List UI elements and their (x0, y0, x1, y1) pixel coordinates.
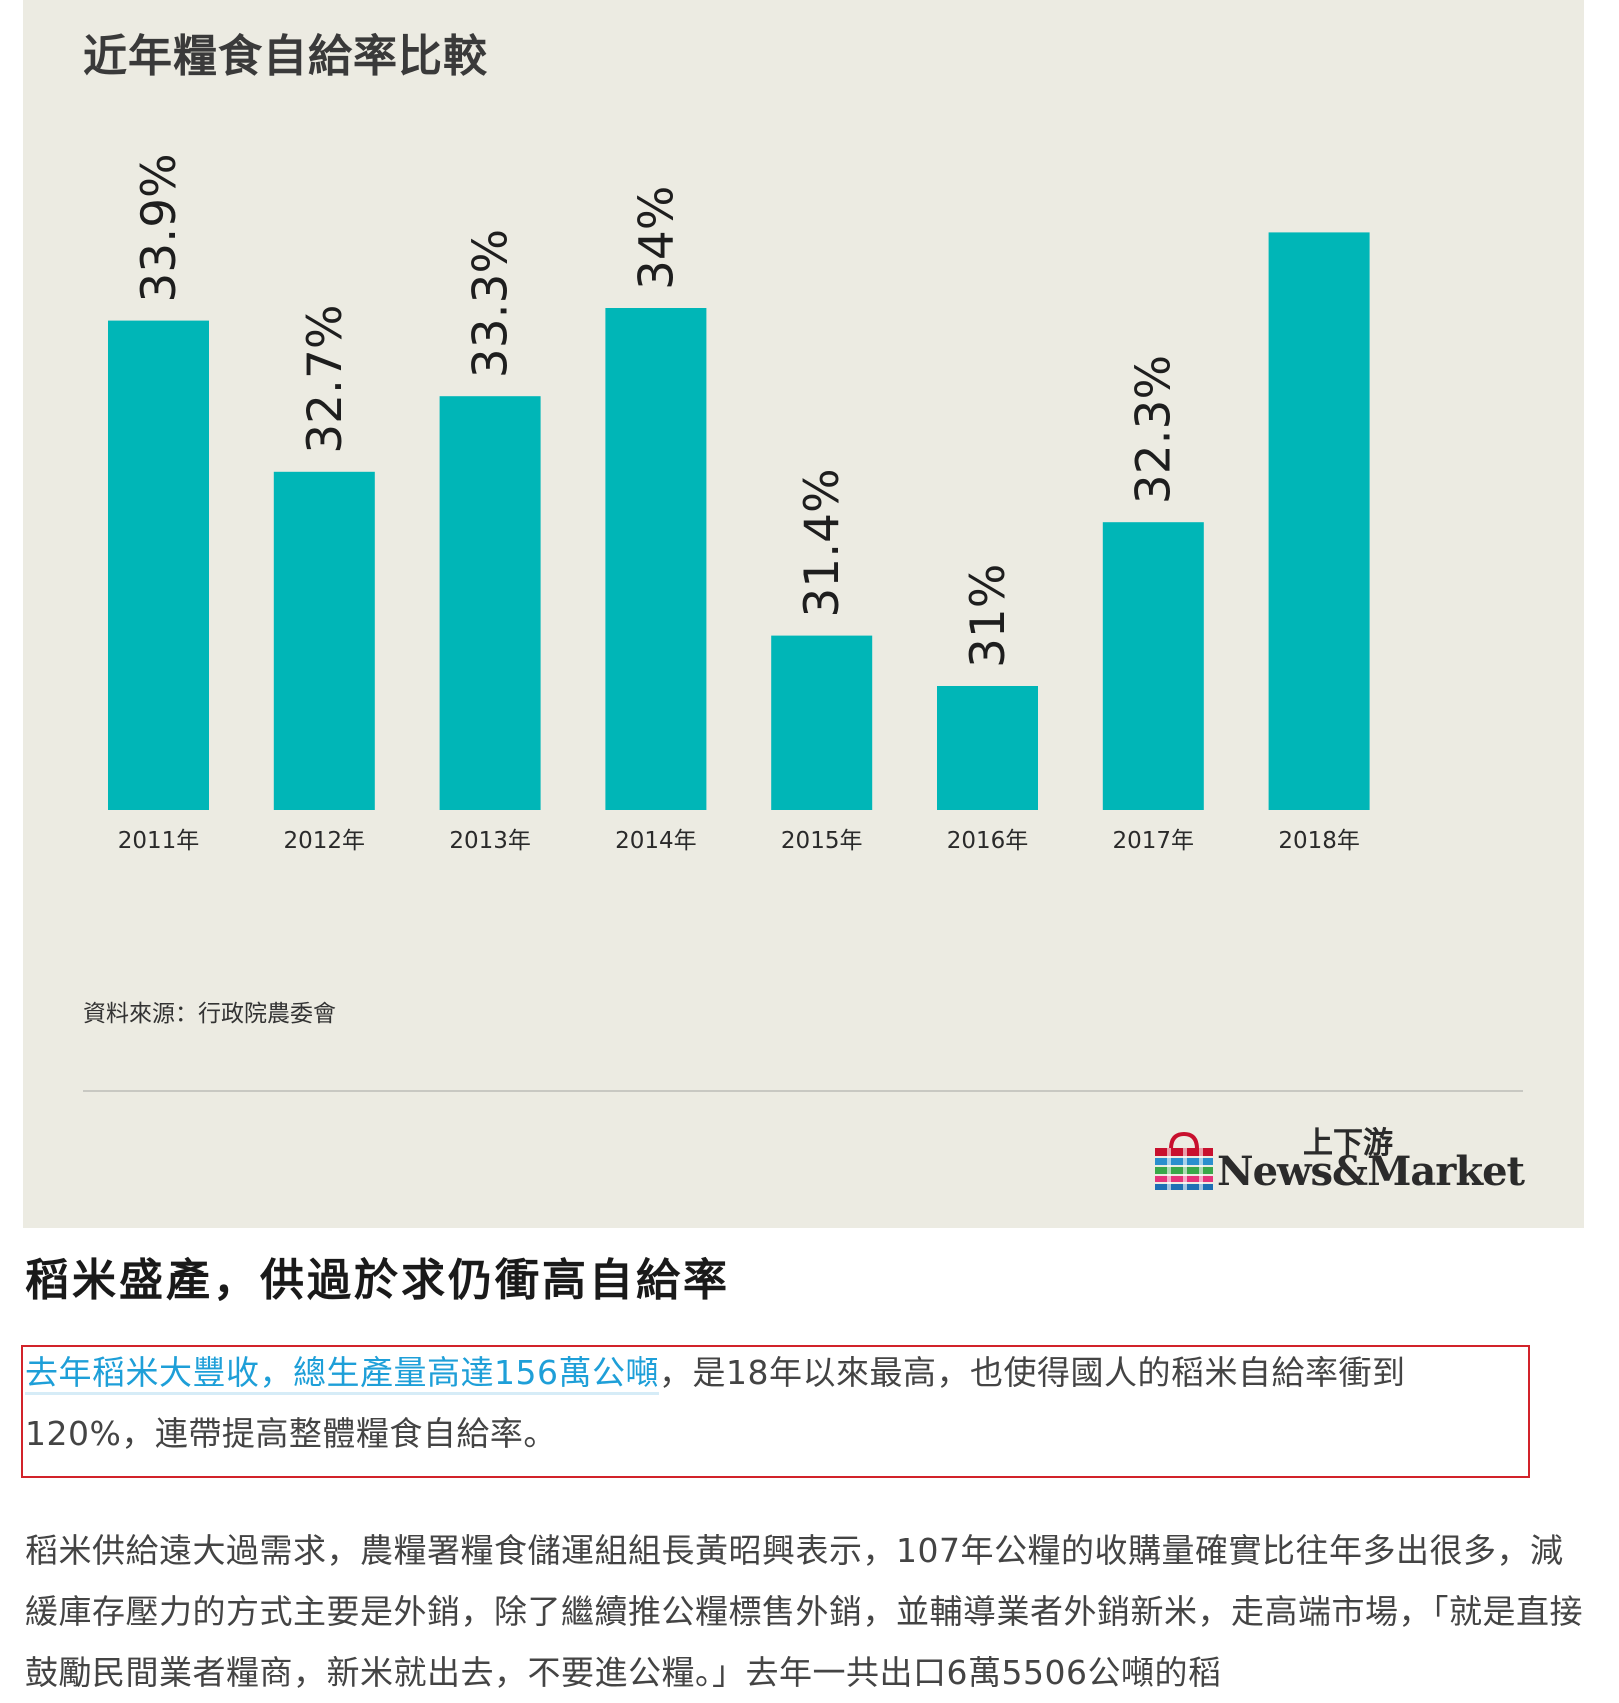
section-heading: 稻米盛產，供過於求仍衝高自給率 (25, 1255, 730, 1306)
divider (83, 1090, 1523, 1092)
bar-2015 (771, 635, 873, 810)
x-tick-label-2015: 2015年 (781, 828, 863, 854)
value-label-2016: 31% (961, 564, 1016, 668)
bar-2013 (439, 396, 541, 810)
bar-2017 (1102, 522, 1204, 810)
x-tick-label-2017: 2017年 (1113, 828, 1195, 854)
x-tick-label-2013: 2013年 (449, 828, 531, 854)
x-tick-label-2011: 2011年 (118, 828, 200, 854)
article-link[interactable]: 去年稻米大豐收，總生產量高達156萬公噸 (25, 1353, 659, 1395)
bar-2016 (937, 686, 1038, 810)
article-paragraph-2: 稻米供給遠大過需求，農糧署糧食儲運組組長黃昭興表示，107年公糧的收購量確實比往… (25, 1531, 1583, 1692)
brand-name-en: News&Market (1217, 1148, 1525, 1195)
brand-name-cn: 上下游 (1303, 1126, 1393, 1161)
value-label-2011: 33.9% (132, 153, 187, 302)
x-tick-label-2012: 2012年 (284, 828, 366, 854)
infographic-panel: 近年糧食自給率比較 33.9% 2011年 32.7% 2012年 33.3% 2013年… (23, 0, 1584, 1228)
x-tick-label-2018: 2018年 (1278, 828, 1360, 854)
highlight-box (21, 1345, 1530, 1478)
value-label-2015: 31.4% (795, 468, 850, 617)
paragraph-1-text: ，是18年以來最高，也使得國人的稻米自給率衝到120%，連帶提高整體糧食自給率。 (25, 1353, 1406, 1453)
bar-chart: 33.9% 2011年 32.7% 2012年 33.3% 2013年 34% 2014年 31… (108, 153, 1370, 854)
value-label-2017: 32.3% (1127, 355, 1182, 504)
bar-2011 (108, 320, 209, 810)
bar-2014 (605, 308, 707, 810)
x-tick-label-2014: 2014年 (615, 828, 697, 854)
article-paragraph-1: 去年稻米大豐收，總生產量高達156萬公噸，是18年以來最高，也使得國人的稻米自給… (25, 1342, 1525, 1464)
x-tick-label-2016: 2016年 (947, 828, 1029, 854)
value-label-2012: 32.7% (298, 304, 353, 453)
value-label-2013: 33.3% (464, 229, 519, 378)
chart-title: 近年糧食自給率比較 (83, 31, 488, 82)
bar-2018 (1268, 232, 1370, 810)
bar-2012 (273, 471, 375, 810)
source-note: 資料來源：行政院農委會 (83, 1001, 336, 1027)
value-label-2014: 34% (629, 186, 684, 290)
brand-logo-block[interactable]: 上下游 News&Market (1153, 1118, 1533, 1198)
shopping-basket-icon (1155, 1131, 1213, 1190)
